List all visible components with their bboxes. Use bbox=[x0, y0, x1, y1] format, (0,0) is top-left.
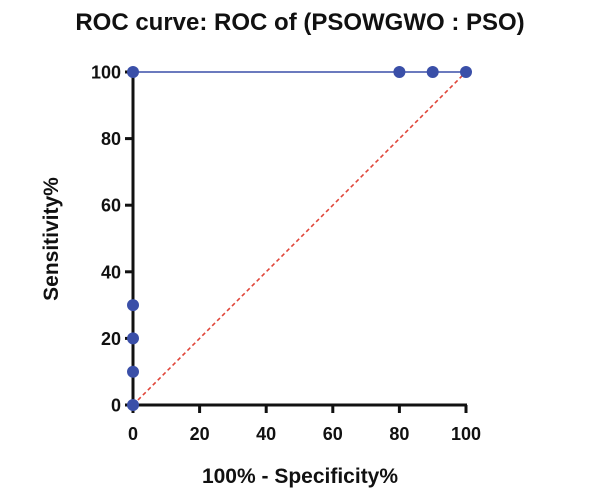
axes-layer: 0 20 40 60 80 100 0 20 40 60 80 100 bbox=[91, 63, 481, 445]
x-tick-label: 80 bbox=[389, 424, 409, 444]
data-point bbox=[127, 399, 139, 411]
reference-diagonal-line bbox=[132, 71, 467, 406]
x-tick-label: 40 bbox=[256, 424, 276, 444]
chart-title: ROC curve: ROC of (PSOWGWO : PSO) bbox=[75, 9, 524, 36]
y-tick-label: 80 bbox=[101, 129, 121, 149]
x-axis-label: 100% - Specificity% bbox=[202, 465, 398, 488]
data-point bbox=[127, 66, 139, 78]
y-tick-label: 100 bbox=[91, 63, 121, 83]
points-layer bbox=[127, 66, 472, 411]
reference-line-layer bbox=[132, 71, 467, 406]
y-tick-label: 0 bbox=[111, 396, 121, 416]
y-axis-label: Sensitivity% bbox=[40, 177, 63, 301]
data-point bbox=[426, 66, 439, 78]
y-tick-label: 40 bbox=[101, 262, 121, 282]
data-point bbox=[127, 299, 139, 312]
x-tick-label: 60 bbox=[323, 424, 343, 444]
x-tick-label: 100 bbox=[451, 424, 481, 444]
x-tick-label: 20 bbox=[190, 424, 210, 444]
y-tick-label: 60 bbox=[101, 196, 121, 216]
data-point bbox=[460, 66, 472, 78]
data-point bbox=[393, 66, 406, 78]
data-point bbox=[127, 332, 139, 345]
data-point bbox=[127, 365, 139, 378]
x-tick-label: 0 bbox=[128, 424, 138, 444]
y-tick-label: 20 bbox=[101, 329, 121, 349]
